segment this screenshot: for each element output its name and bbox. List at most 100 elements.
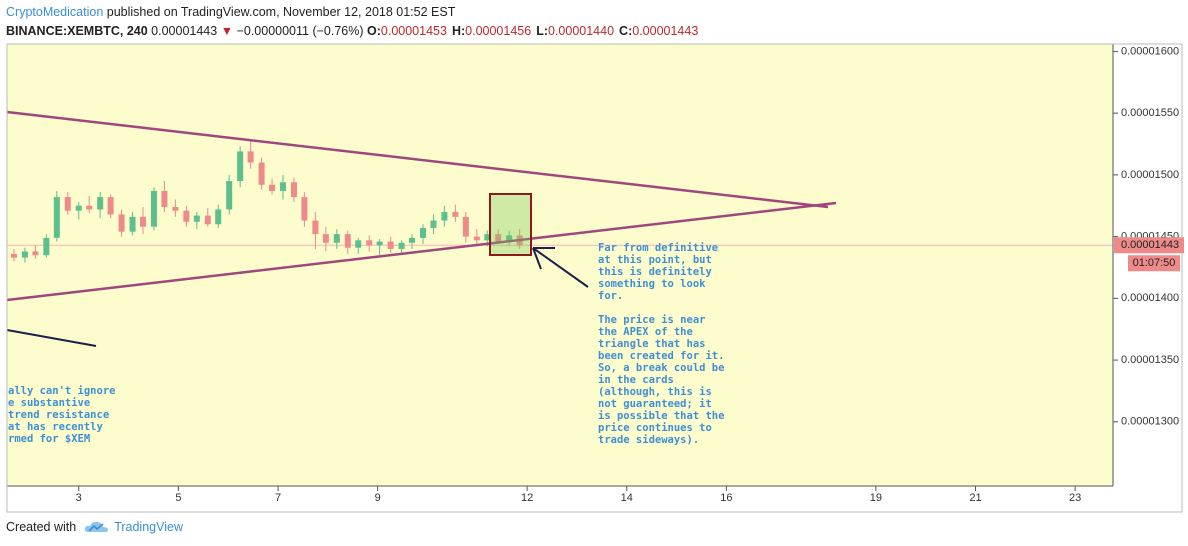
candle-body [366, 240, 373, 246]
annotation-line: trade sideways). [598, 434, 699, 446]
annotation-line: not guaranteed; it [598, 398, 712, 410]
annotation-line: rmed for $XEM [8, 433, 90, 445]
ohlc: O:0.00001453 H:0.00001456 L:0.00001440 C:0.… [367, 24, 703, 38]
candle-body [290, 182, 297, 198]
annotation-line: The price is near [598, 314, 705, 326]
last-price-box [1114, 237, 1184, 254]
countdown: 01:07:50 [1133, 257, 1176, 269]
ohlc-value: 0.00001453 [380, 24, 447, 38]
highlight-box [489, 193, 532, 256]
candle-body [10, 253, 17, 258]
x-tick-label: 7 [275, 492, 281, 504]
candle-body [452, 211, 459, 217]
axes: 0.000013000.000013500.000014000.00001450… [76, 45, 1184, 504]
x-tick-label: 23 [1069, 492, 1081, 504]
annotation-line: in the cards [598, 374, 674, 386]
candle-body [129, 216, 136, 232]
y-tick-label: 0.00001550 [1121, 107, 1179, 119]
change: −0.00000011 (−0.76%) [236, 24, 364, 38]
x-tick-label: 9 [375, 492, 381, 504]
candle-body [344, 234, 351, 248]
last: 0.00001443 [151, 24, 218, 38]
candle-body [333, 234, 340, 243]
candle-body [193, 215, 200, 222]
y-tick-label: 0.00001300 [1121, 416, 1179, 428]
annotation-line: is possible that the [598, 410, 724, 422]
footer: Created with TradingView [6, 519, 183, 535]
last-price-label: 0.00001443 [1121, 239, 1179, 251]
candle-body [419, 227, 426, 238]
x-tick-label: 19 [870, 492, 882, 504]
annotation-line: triangle that has [598, 338, 705, 350]
candle-body [398, 242, 405, 249]
candle-body [430, 220, 437, 228]
candle-body [21, 251, 28, 258]
candle-body [64, 197, 71, 211]
lower-trend-line [6, 201, 837, 302]
candle-body [322, 234, 329, 243]
candle-body [86, 205, 93, 210]
candles [10, 140, 523, 263]
candle-body [140, 216, 147, 227]
published: published on TradingView.com, November 1… [106, 5, 456, 19]
candle-body [75, 205, 82, 211]
y-tick-label: 0.00001400 [1121, 292, 1179, 304]
annotation-line: trend resistance [8, 409, 109, 421]
candle-body [506, 235, 513, 242]
annotation-line: ally can't ignore [8, 385, 115, 397]
candle-body [355, 240, 362, 248]
candle-body [215, 209, 222, 225]
candle-body [53, 197, 60, 238]
candle-body [43, 237, 50, 256]
header: CryptoMedication published on TradingVie… [6, 3, 703, 41]
author[interactable]: CryptoMedication [6, 5, 104, 19]
annotation-line: Far from definitive [598, 242, 718, 254]
candle-body [269, 184, 276, 191]
frame [6, 43, 1183, 513]
ohlc-label: C: [619, 24, 633, 38]
annotation-line: e substantive [8, 397, 90, 409]
logo-cloud [84, 521, 109, 532]
candle-body [409, 237, 416, 243]
drawings [6, 110, 837, 347]
candle-body [150, 190, 157, 227]
candle-body [376, 241, 383, 246]
candle-body [107, 197, 114, 215]
candle-body [247, 151, 254, 163]
header-line: BINANCE:XEMBTC, 240 0.00001443 ▼ −0.0000… [6, 22, 703, 41]
candle-body [462, 216, 469, 237]
candle-body [118, 214, 125, 232]
candle-body [441, 211, 448, 221]
candle-body [32, 251, 39, 256]
annotation-line: the APEX of the [598, 326, 693, 338]
candle-body [484, 234, 491, 241]
logo [84, 521, 109, 532]
brand[interactable]: TradingView [114, 520, 183, 534]
x-tick-label: 21 [969, 492, 981, 504]
annotation-line: at this point, but [598, 254, 712, 266]
annotation-line: at has recently [8, 421, 104, 433]
upper-trend-line [6, 110, 829, 209]
annotation-line: been created for it. [598, 350, 724, 362]
arrow: ▼ [220, 24, 234, 38]
candle-body [473, 236, 480, 241]
candle-body [258, 162, 265, 185]
x-tick-label: 16 [720, 492, 732, 504]
x-tick-label: 14 [621, 492, 633, 504]
annotation-line: price continues to [598, 422, 712, 434]
y-tick-label: 0.00001350 [1121, 354, 1179, 366]
countdown-box [1128, 255, 1180, 272]
ohlc-label: O: [367, 24, 381, 38]
candle-body [301, 197, 308, 221]
arrow-head [532, 247, 542, 270]
ohlc-label: L: [536, 24, 548, 38]
logo-line [88, 523, 104, 532]
plot-background [7, 44, 1113, 486]
annotation-line: for. [598, 290, 623, 302]
candle-body [237, 151, 244, 182]
candle-body [387, 241, 394, 249]
ohlc-value: 0.00001443 [632, 24, 699, 38]
